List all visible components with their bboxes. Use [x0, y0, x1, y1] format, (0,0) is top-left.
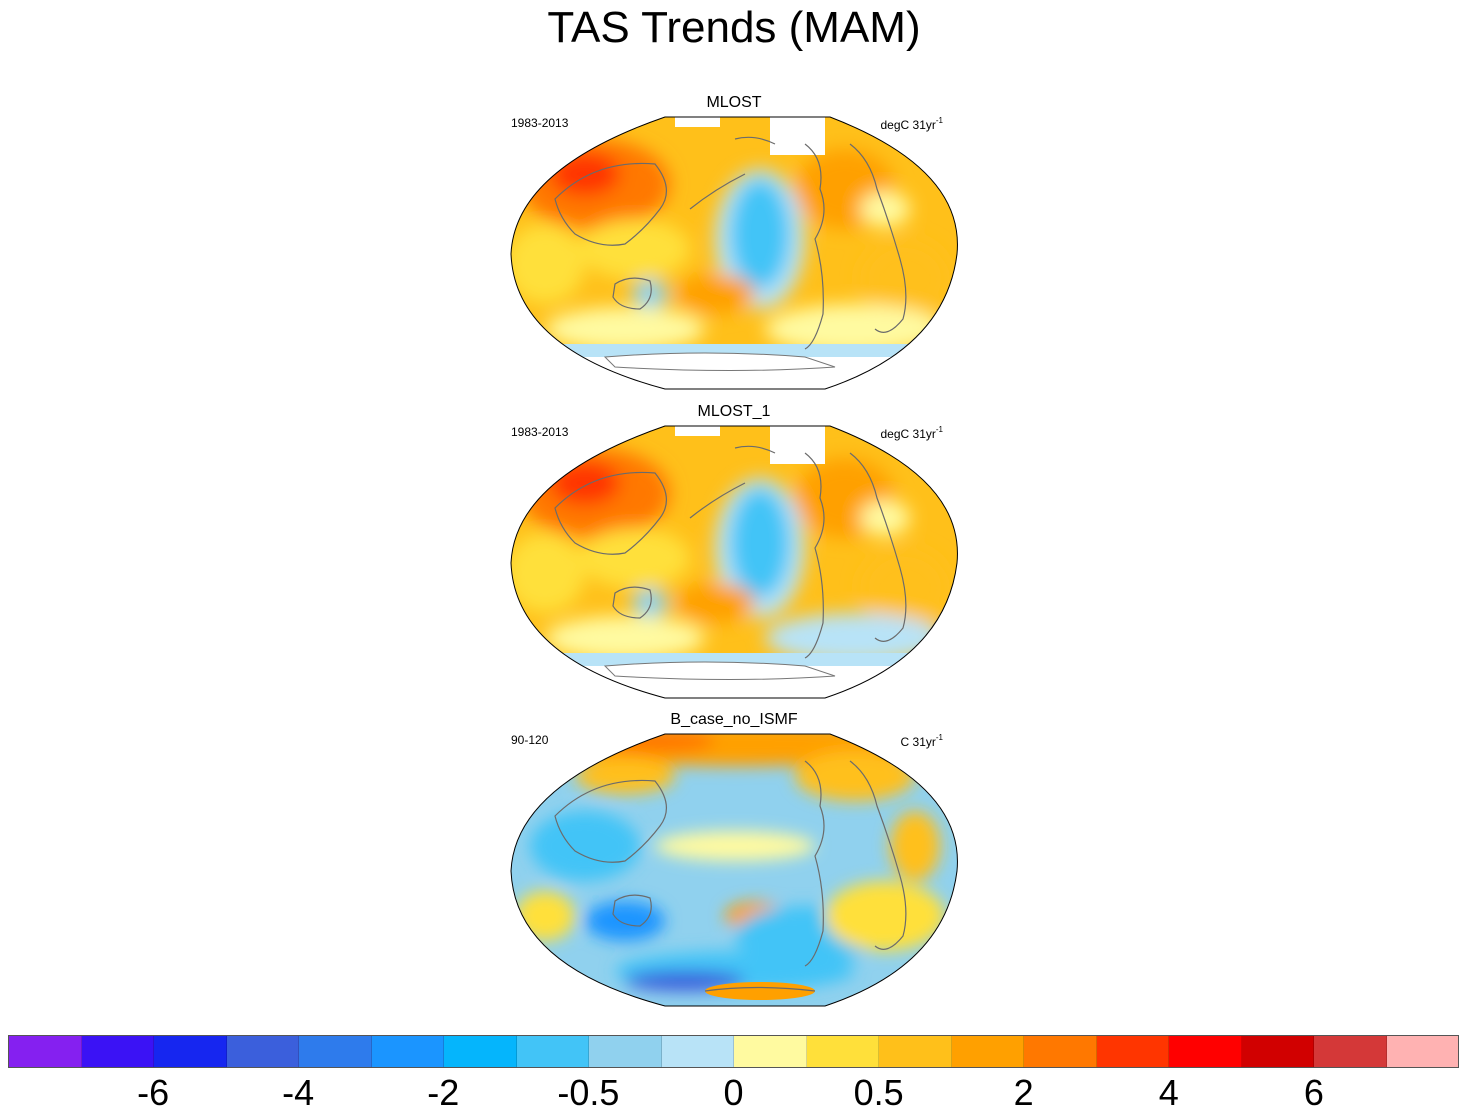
colorbar-box-3 — [226, 1036, 299, 1067]
colorbar-tick-label: -6 — [137, 1072, 170, 1113]
map-panel-1: MLOST 1983-2013 degC 31yr-1 — [505, 94, 965, 399]
panel-period-label: 90-120 — [511, 733, 549, 747]
map-1 — [510, 116, 958, 390]
units-text: C 31yr — [900, 735, 936, 749]
panel-units-label: degC 31yr-1 — [881, 113, 944, 133]
colorbar-box-17 — [1241, 1036, 1314, 1067]
colorbar-box-19 — [1386, 1036, 1458, 1067]
panel-units-label: degC 31yr-1 — [881, 422, 944, 442]
colorbar-box-15 — [1096, 1036, 1169, 1067]
colorbar-tick-label: -0.5 — [557, 1072, 620, 1113]
colorbar-box-6 — [444, 1036, 517, 1067]
panel-title: B_case_no_ISMF — [670, 711, 798, 728]
panel-units-label: C 31yr-1 — [901, 730, 943, 750]
colorbar-tick-label: 6 — [1303, 1072, 1324, 1113]
colorbar-box-10 — [734, 1036, 807, 1067]
colorbar-tick-label: -4 — [282, 1072, 315, 1113]
colorbar-box-9 — [661, 1036, 734, 1067]
colorbar-tick-label: 0 — [723, 1072, 744, 1113]
units-text: degC 31yr — [880, 118, 936, 132]
map-panel-3: B_case_no_ISMF 90-120 C 31yr-1 — [505, 711, 965, 1016]
colorbar-box-13 — [951, 1036, 1024, 1067]
units-exponent: -1 — [935, 116, 943, 125]
colorbar-box-5 — [371, 1036, 444, 1067]
colorbar-box-8 — [589, 1036, 662, 1067]
colorbar-box-4 — [299, 1036, 372, 1067]
units-text: degC 31yr — [880, 427, 936, 441]
panel-title: MLOST — [706, 94, 762, 111]
colorbar-box-2 — [154, 1036, 227, 1067]
colorbar-tick-label: 4 — [1158, 1072, 1179, 1113]
units-exponent: -1 — [935, 733, 943, 742]
colorbar-box-16 — [1169, 1036, 1242, 1067]
colorbar-tick-label: 2 — [1013, 1072, 1034, 1113]
colorbar-box-14 — [1024, 1036, 1097, 1067]
colorbar-box-18 — [1314, 1036, 1387, 1067]
colorbar-tick-label: -2 — [427, 1072, 460, 1113]
colorbar-box-12 — [879, 1036, 952, 1067]
chart-title: TAS Trends (MAM) — [547, 3, 921, 52]
map-3 — [510, 733, 958, 1007]
colorbar-box-11 — [806, 1036, 879, 1067]
colorbar-box-7 — [516, 1036, 589, 1067]
colorbar-box-0 — [9, 1036, 82, 1067]
colorbar-box-1 — [81, 1036, 154, 1067]
map-panel-2: MLOST_1 1983-2013 degC 31yr-1 — [505, 403, 965, 708]
panel-title: MLOST_1 — [697, 403, 771, 420]
units-exponent: -1 — [935, 425, 943, 434]
colorbar-tick-label: 0.5 — [853, 1072, 904, 1113]
colorbar — [8, 1035, 1459, 1068]
panel-period-label: 1983-2013 — [511, 116, 569, 130]
panel-period-label: 1983-2013 — [511, 425, 569, 439]
map-2 — [510, 425, 958, 699]
